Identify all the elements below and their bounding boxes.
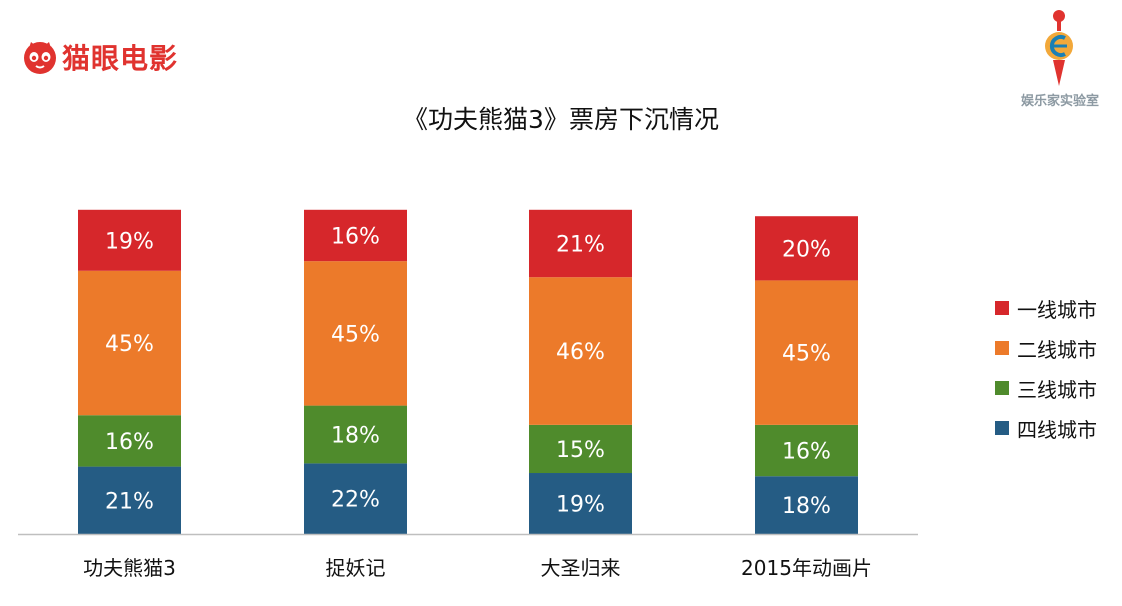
data-label: 21% (556, 232, 605, 257)
legend-label: 四线城市 (1017, 417, 1097, 442)
data-label: 45% (331, 322, 380, 347)
data-label: 22% (331, 488, 380, 513)
ent-lab-watermark: 娱乐家实验室 (1008, 4, 1112, 109)
legend-swatch (995, 381, 1009, 395)
data-label: 15% (556, 438, 605, 463)
bar-segment (529, 473, 632, 534)
x-axis-labels: 功夫熊猫3 捉妖记 大圣归来 2015年动画片 (83, 556, 872, 580)
x-tick-label: 大圣归来 (541, 556, 621, 580)
ent-lab-logo (1045, 10, 1073, 86)
data-label: 16% (782, 440, 831, 465)
legend-swatch (995, 301, 1009, 315)
bar-segment (755, 476, 858, 534)
data-label: 21% (105, 489, 154, 514)
bar-segment (755, 216, 858, 281)
legend-item: 四线城市 (995, 408, 1097, 448)
bar-segment (304, 209, 407, 262)
legend-label: 一线城市 (1017, 297, 1097, 322)
bar-segment (755, 280, 858, 425)
data-label: 19% (556, 493, 605, 518)
legend-item: 三线城市 (995, 368, 1097, 408)
bar-layer: 21% 16% 45% 19% 22% 18% 45% 16% 19% 15% 46% 21% 18% 1… (78, 209, 858, 534)
x-tick-label: 功夫熊猫3 (83, 556, 176, 580)
data-label: 19% (105, 229, 154, 254)
data-label: 18% (782, 494, 831, 519)
data-label: 20% (782, 237, 831, 262)
legend-label: 三线城市 (1017, 377, 1097, 402)
chart-title: 《功夫熊猫3》票房下沉情况 (403, 105, 719, 134)
bar-segment (755, 424, 858, 477)
x-tick-label: 捉妖记 (326, 556, 386, 580)
data-label: 16% (105, 430, 154, 455)
bar-segment (78, 466, 181, 534)
bar-segment (304, 405, 407, 464)
bar-segment (78, 415, 181, 467)
bar-segment (529, 209, 632, 278)
legend-swatch (995, 341, 1009, 355)
watermark-name: 娱乐家实验室 (1020, 94, 1099, 109)
bar-segment (304, 261, 407, 406)
legend-item: 二线城市 (995, 328, 1097, 368)
bar-segment (529, 424, 632, 474)
legend: 一线城市二线城市三线城市四线城市 (995, 288, 1097, 448)
data-label: 45% (105, 332, 154, 357)
data-label: 16% (331, 224, 380, 249)
x-tick-label: 2015年动画片 (741, 556, 872, 580)
data-label: 46% (556, 340, 605, 365)
brand-name: 猫眼电影 (62, 42, 179, 75)
bar-segment (78, 209, 181, 271)
legend-swatch (995, 421, 1009, 435)
bar-segment (304, 463, 407, 534)
data-label: 18% (331, 423, 380, 448)
legend-item: 一线城市 (995, 288, 1097, 328)
bar-segment (529, 277, 632, 425)
cat-face-icon (24, 42, 56, 74)
maoyan-logo: 猫眼电影 (22, 38, 178, 76)
data-label: 45% (782, 342, 831, 367)
bar-segment (78, 270, 181, 416)
legend-label: 二线城市 (1017, 337, 1097, 362)
